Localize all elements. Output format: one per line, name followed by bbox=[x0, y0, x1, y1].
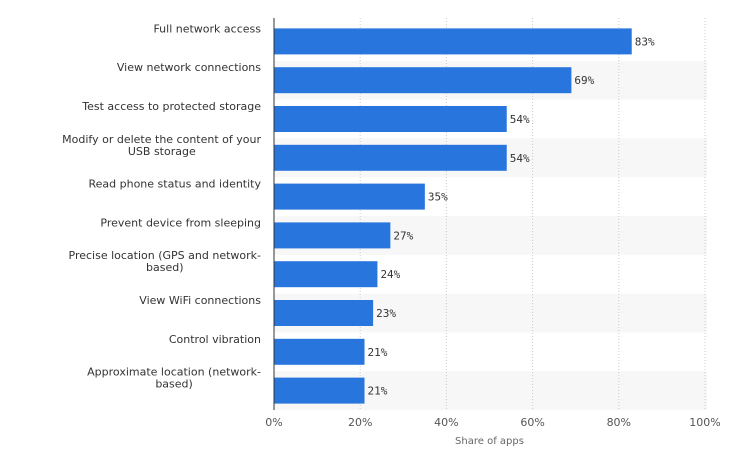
bar bbox=[274, 300, 374, 326]
category-labels: Full network access View network connecti… bbox=[62, 22, 261, 390]
grid-lines bbox=[359, 18, 706, 410]
data-label: 69% bbox=[574, 74, 594, 87]
category-label-line: Control vibration bbox=[169, 333, 261, 346]
category-label-line: based) bbox=[146, 261, 184, 274]
category-label-line: Prevent device from sleeping bbox=[100, 216, 261, 229]
category-label: Control vibration bbox=[169, 333, 261, 346]
bar bbox=[274, 106, 507, 132]
category-label-line: based) bbox=[155, 378, 193, 391]
data-label: 35% bbox=[428, 191, 448, 204]
data-label: 54% bbox=[510, 152, 530, 165]
x-tick-label: 40% bbox=[434, 416, 458, 429]
x-tick-label: 20% bbox=[348, 416, 372, 429]
x-tick-label: 100% bbox=[689, 416, 720, 429]
data-label: 23% bbox=[376, 307, 396, 320]
x-axis-title: Share of apps bbox=[455, 436, 524, 447]
data-labels: 83% 69% 54% 54% 35% 27% 24% 23% 21% 21% bbox=[368, 35, 655, 397]
bar bbox=[274, 261, 378, 288]
category-label-line: Full network access bbox=[153, 22, 261, 35]
bar bbox=[274, 67, 572, 94]
data-label: 54% bbox=[510, 113, 530, 126]
category-label: Prevent device from sleeping bbox=[100, 216, 261, 229]
x-tick-label: 60% bbox=[520, 416, 544, 429]
category-label: Full network access bbox=[153, 22, 261, 35]
bar bbox=[274, 144, 507, 171]
x-tick-label: 0% bbox=[265, 416, 282, 429]
data-label: 27% bbox=[393, 229, 413, 242]
category-label-line: View WiFi connections bbox=[139, 294, 261, 307]
category-label: Test access to protected storage bbox=[81, 100, 261, 113]
category-label-line: Read phone status and identity bbox=[88, 178, 261, 191]
bars bbox=[274, 28, 632, 404]
category-label: View network connections bbox=[117, 61, 261, 74]
data-label: 21% bbox=[368, 346, 388, 359]
category-label-line: USB storage bbox=[128, 145, 196, 158]
category-label-line: Precise location (GPS and network- bbox=[69, 249, 262, 262]
category-label: View WiFi connections bbox=[139, 294, 261, 307]
data-label: 21% bbox=[368, 385, 388, 398]
x-tick-label: 80% bbox=[607, 416, 631, 429]
category-label: Modify or delete the content of your USB … bbox=[62, 133, 261, 158]
category-label-line: Modify or delete the content of your bbox=[62, 133, 261, 146]
bar bbox=[274, 183, 425, 210]
category-label-line: View network connections bbox=[117, 61, 261, 74]
bar bbox=[274, 222, 391, 249]
category-label-line: Approximate location (network- bbox=[87, 366, 261, 379]
x-axis-ticks: 0% 20% 40% 60% 80% 100% bbox=[265, 416, 720, 429]
bar bbox=[274, 338, 365, 365]
category-label: Approximate location (network-based) bbox=[87, 366, 261, 391]
category-label-line: Test access to protected storage bbox=[81, 100, 261, 113]
bar bbox=[274, 377, 365, 404]
category-label: Read phone status and identity bbox=[88, 178, 261, 191]
bar bbox=[274, 28, 632, 55]
category-label: Precise location (GPS and network-based) bbox=[69, 249, 262, 274]
data-label: 24% bbox=[380, 268, 400, 281]
data-label: 83% bbox=[635, 35, 655, 48]
